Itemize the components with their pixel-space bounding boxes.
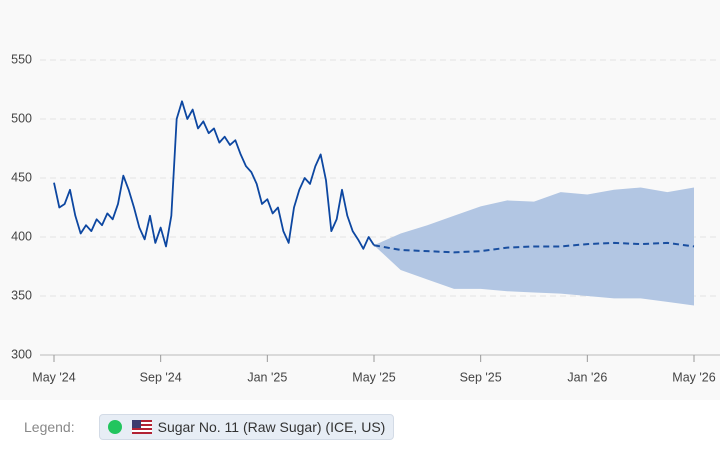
legend: Legend: Sugar No. 11 (Raw Sugar) (ICE, U… [0, 400, 720, 453]
chart: 300 350 400 450 500 550 May '24 Sep '24 Jan '25 M… [11, 52, 720, 385]
legend-dot [107, 419, 122, 434]
y-tick-label: 500 [11, 111, 32, 125]
x-tick-label: Jan '26 [567, 370, 607, 384]
legend-title: Legend: [24, 418, 75, 435]
flag-icon [131, 419, 152, 434]
x-tick-label: May '25 [352, 370, 395, 384]
x-tick-label: Sep '24 [140, 370, 182, 384]
price-line [53, 100, 375, 250]
y-tick-label: 450 [11, 170, 32, 184]
legend-label: Sugar No. 11 (Raw Sugar) (ICE, US) [157, 418, 386, 435]
x-tick-label: May '26 [672, 370, 715, 384]
legend-item[interactable]: Sugar No. 11 (Raw Sugar) (ICE, US) [98, 413, 395, 440]
y-tick-label: 400 [11, 229, 32, 243]
forecast-line [373, 241, 695, 254]
x-tick-label: Sep '25 [460, 370, 502, 384]
y-tick-label: 550 [11, 52, 32, 66]
y-tick-label: 350 [11, 288, 32, 302]
x-tick-label: May '24 [32, 370, 75, 384]
y-tick-label: 300 [11, 347, 32, 361]
x-tick-label: Jan '25 [247, 370, 287, 384]
